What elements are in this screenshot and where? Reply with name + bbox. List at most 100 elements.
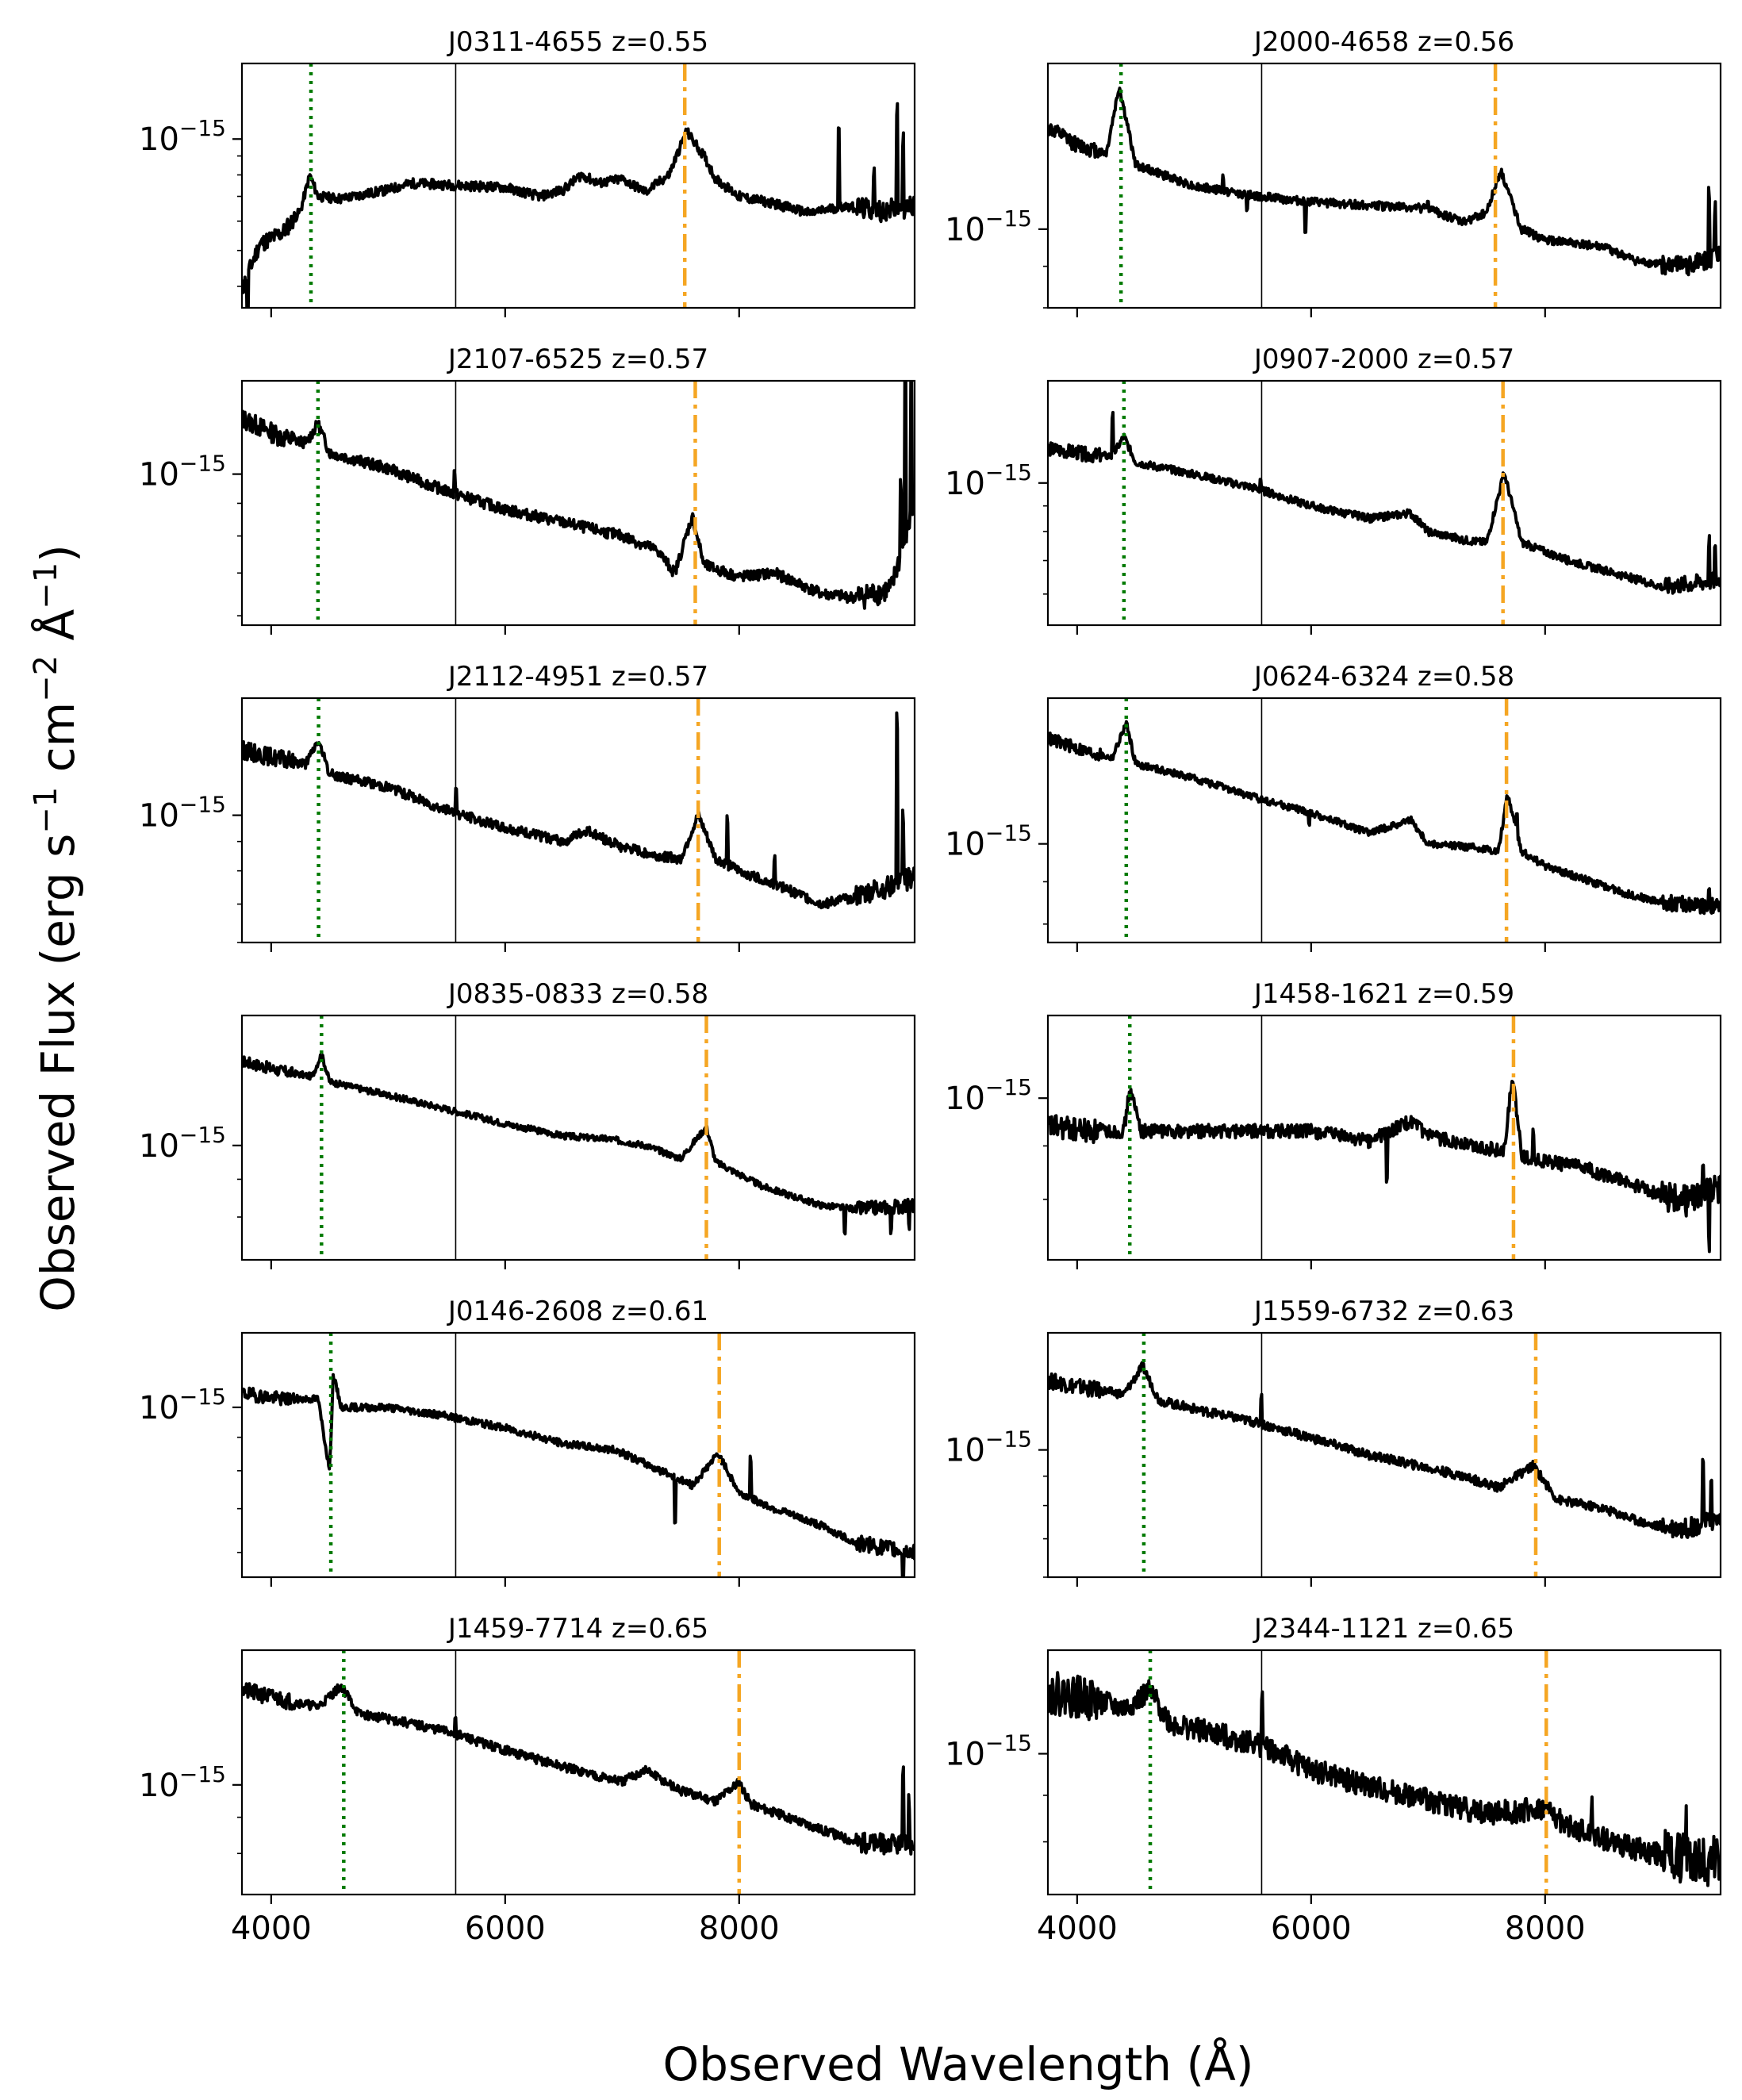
y-tick-base: 10 [139,121,179,158]
y-tick-exponent: −15 [179,1384,226,1410]
panel-plot-area [1048,1333,1721,1577]
y-tick-label: 10−15 [139,1122,226,1165]
y-axis-label-end: ) [31,544,85,562]
y-tick-label: 10−15 [139,792,226,835]
y-tick-label: 10−15 [945,459,1032,502]
panel-plot-area [1048,63,1721,308]
y-tick-exponent: −15 [179,1761,226,1787]
y-axis-label-unit: Å [30,609,85,655]
spectrum-panel: J1458-1621 z=0.59 10−15 [945,978,1722,1269]
spectrum-line [242,1053,915,1236]
panel-plot-area [1048,1015,1721,1260]
y-axis-label-sup: −1 [28,562,64,609]
spectrum-line [1048,720,1721,916]
panel-title: J1459-7714 z=0.65 [447,1613,708,1645]
y-tick-base: 10 [945,1081,985,1117]
y-tick-base: 10 [139,1390,179,1426]
spectrum-line [1048,410,1721,595]
panel-title: J0311-4655 z=0.55 [447,26,708,58]
y-tick-exponent: −15 [179,792,226,818]
panel-title: J2107-6525 z=0.57 [447,344,708,375]
panel-frame [240,1649,916,1896]
spectrum-panel: J0835-0833 z=0.58 10−15 [139,978,916,1269]
x-tick-label: 8000 [1505,1910,1586,1947]
y-tick-exponent: −15 [985,1074,1032,1100]
panel-plot-area [242,1333,915,1577]
spectrum-panel: J1459-7714 z=0.65 4000 6000 8000 10−15 [139,1613,916,1947]
spectrum-line [242,1682,915,1856]
panel-title: J2344-1121 z=0.65 [1253,1613,1514,1645]
y-axis-label-unit: cm [31,702,85,787]
panel-title: J2112-4951 z=0.57 [447,661,708,693]
x-axis-label: Observed Wavelength (Å) [663,2037,1254,2091]
panel-frame [240,1014,916,1261]
y-tick-base: 10 [139,1128,179,1165]
panel-plot-area [1048,698,1721,943]
panel-plot-area [242,381,915,625]
spectrum-panel: J2112-4951 z=0.57 10−15 [139,661,916,952]
spectrum-panel: J2107-6525 z=0.57 10−15 [139,344,916,635]
panel-frame [1046,379,1722,627]
panel-plot-area [1048,1650,1721,1895]
spectrum-line [242,102,915,308]
spectrum-panel: J0624-6324 z=0.58 10−15 [945,661,1722,952]
y-axis-label-sup: −2 [28,655,64,702]
y-tick-label: 10−15 [945,1426,1032,1469]
panel-frame [240,62,916,309]
spectrum-panel: J2344-1121 z=0.65 4000 6000 8000 10−15 [945,1613,1722,1947]
panel-plot-area [242,1650,915,1895]
spectrum-line [242,381,915,610]
spectrum-line [1048,1361,1721,1539]
y-tick-base: 10 [139,1768,179,1804]
spectrum-panel: J2000-4658 z=0.56 10−15 [945,26,1722,317]
spectrum-line [242,1372,915,1577]
x-tick-label: 6000 [465,1910,546,1947]
spectrum-line [1048,1080,1721,1253]
panel-title: J1458-1621 z=0.59 [1253,978,1514,1010]
spectrum-line [242,711,915,910]
panel-plot-area [242,1015,915,1260]
panel-frame [1046,1331,1722,1579]
panel-title: J0907-2000 z=0.57 [1253,344,1514,375]
y-tick-label: 10−15 [945,1074,1032,1117]
spectrum-line [1048,86,1721,277]
panel-title: J0835-0833 z=0.58 [447,978,708,1010]
y-tick-exponent: −15 [985,820,1032,847]
panel-title: J0624-6324 z=0.58 [1253,661,1514,693]
panel-frame [1046,1014,1722,1261]
y-tick-exponent: −15 [179,115,226,141]
y-tick-label: 10−15 [945,820,1032,863]
y-tick-label: 10−15 [139,115,226,158]
x-tick-label: 4000 [1037,1910,1118,1947]
panel-frame [240,697,916,944]
x-tick-label: 4000 [231,1910,312,1947]
y-tick-exponent: −15 [985,205,1032,232]
y-tick-label: 10−15 [945,205,1032,248]
y-tick-base: 10 [945,212,985,248]
x-tick-label: 8000 [699,1910,780,1947]
panel-frame [1046,1649,1722,1896]
y-tick-exponent: −15 [179,1122,226,1148]
y-tick-exponent: −15 [179,451,226,477]
y-tick-label: 10−15 [139,1384,226,1426]
panel-title: J0146-2608 z=0.61 [447,1296,708,1327]
panel-plot-area [242,698,915,943]
spectrum-panel: J0146-2608 z=0.61 10−15 [139,1296,916,1587]
y-tick-exponent: −15 [985,459,1032,486]
spectrum-line [1048,1671,1721,1887]
panel-title: J1559-6732 z=0.63 [1253,1296,1514,1327]
panel-plot-area [1048,381,1721,625]
y-tick-base: 10 [945,1433,985,1469]
y-axis-label-base: Observed Flux (erg s [31,834,85,1312]
y-tick-base: 10 [945,466,985,502]
panel-plot-area [242,63,915,308]
spectrum-panel: J0311-4655 z=0.55 10−15 [139,26,916,317]
y-tick-label: 10−15 [139,1761,226,1804]
panel-frame [1046,697,1722,944]
y-tick-exponent: −15 [985,1426,1032,1453]
spectrum-panel: J0907-2000 z=0.57 10−15 [945,344,1722,635]
panel-frame [240,1331,916,1579]
y-tick-label: 10−15 [945,1730,1032,1773]
